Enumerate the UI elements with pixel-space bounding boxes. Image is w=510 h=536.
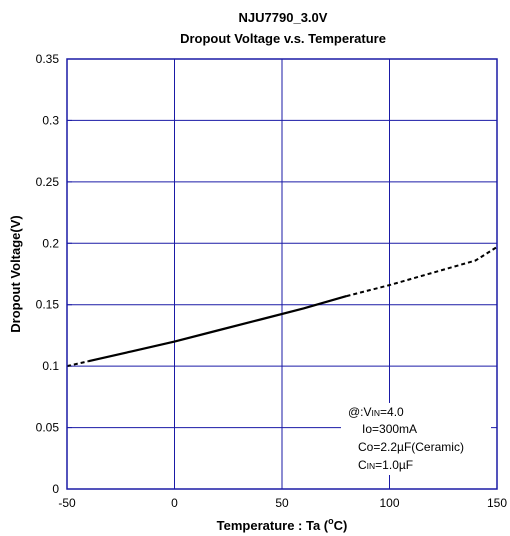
annotation-io: Io=300mA (362, 422, 417, 436)
grid-lines (67, 59, 497, 489)
x-tick-label: 100 (379, 496, 399, 510)
dashed-series-line-1 (66, 360, 89, 368)
chart-title: NJU7790_3.0V (239, 10, 328, 25)
y-tick-label: 0.35 (36, 52, 60, 66)
plot-border (66, 58, 498, 490)
data-series (66, 246, 498, 368)
annotation-background (341, 403, 491, 475)
y-axis-label: Dropout Voltage(V) (8, 215, 23, 332)
y-tick-label: 0.2 (42, 236, 59, 250)
x-axis-label: Temperature : Ta (oC) (217, 516, 348, 533)
x-tick-label: 50 (275, 496, 289, 510)
x-axis-label-degree: o (328, 516, 334, 526)
condition-annotation: @:VIN=4.0 Io=300mA Co=2.2µF(Ceramic) CIN… (341, 403, 491, 475)
y-tick-label: 0.3 (42, 113, 59, 127)
annotation-vin: @:VIN=4.0 (348, 405, 404, 419)
solid-series-line-0 (88, 295, 347, 363)
dashed-series-line-2 (346, 246, 498, 298)
x-tick-label: -50 (58, 496, 76, 510)
x-tick-label: 0 (171, 496, 178, 510)
annotation-cin: CIN=1.0µF (358, 458, 413, 472)
y-tick-label: 0 (52, 482, 59, 496)
annotation-co: Co=2.2µF(Ceramic) (358, 440, 464, 454)
y-tick-label: 0.25 (36, 175, 60, 189)
y-tick-label: 0.1 (42, 359, 59, 373)
y-tick-label: 0.05 (36, 421, 60, 435)
chart-subtitle: Dropout Voltage v.s. Temperature (180, 31, 386, 46)
x-tick-label: 150 (487, 496, 507, 510)
x-tick-labels: -50 0 50 100 150 (58, 484, 507, 510)
y-tick-label: 0.15 (36, 298, 60, 312)
y-tick-labels: 0 0.05 0.1 0.15 0.2 0.25 0.3 0.35 (36, 52, 72, 496)
